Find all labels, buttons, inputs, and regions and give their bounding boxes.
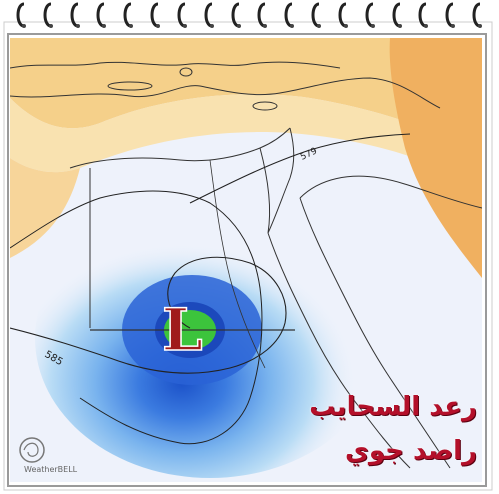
coastline-med [10, 77, 441, 109]
red-sea-coast [267, 232, 411, 469]
coastline-turkey [10, 61, 341, 69]
ring-icon [284, 2, 295, 28]
ring-icon [338, 2, 348, 28]
ring-icon [96, 2, 107, 28]
island-cyprus [252, 101, 278, 111]
warm-band-north-pale [10, 94, 482, 188]
nile-river [209, 159, 266, 369]
watermark-brand: WeatherBELL [24, 465, 78, 474]
contour-outer [10, 190, 263, 445]
notebook-rings-icon [14, 0, 484, 30]
caption-line-1: رعد السحايب [309, 392, 477, 422]
ring-icon [257, 2, 268, 28]
ring-icon [311, 2, 322, 28]
warm-band-west [10, 158, 80, 258]
coastline-egypt [69, 127, 291, 169]
ring-icon [392, 2, 402, 28]
low-pressure-symbol: L [162, 296, 203, 364]
contour-585 [10, 256, 287, 374]
warm-band-north [10, 38, 482, 158]
arabia-border [299, 175, 482, 209]
weatherbell-swirl [23, 442, 39, 457]
ring-icon [472, 2, 482, 28]
caption-line-2: راصد جوي [345, 436, 477, 466]
ring-icon [150, 2, 161, 28]
ring-icon [123, 2, 134, 28]
ring-icon [445, 2, 456, 28]
ring-icon [177, 2, 187, 28]
ring-icon [43, 2, 53, 28]
ring-icon [231, 2, 241, 28]
ring-icon [418, 2, 429, 28]
island-crete [107, 81, 153, 91]
ring-icon [365, 2, 375, 28]
ring-icon [70, 2, 80, 28]
ring-icon [204, 2, 214, 28]
warm-band-east [389, 38, 482, 278]
red-sea-coast-east [299, 197, 451, 469]
contour-579 [189, 133, 411, 204]
ring-icon [16, 2, 26, 28]
weather-map: 585 579 L WeatherBELL [10, 38, 482, 482]
weatherbell-logo-icon [19, 437, 45, 463]
island-rhodes [179, 67, 193, 77]
sinai-peninsula [259, 127, 295, 234]
